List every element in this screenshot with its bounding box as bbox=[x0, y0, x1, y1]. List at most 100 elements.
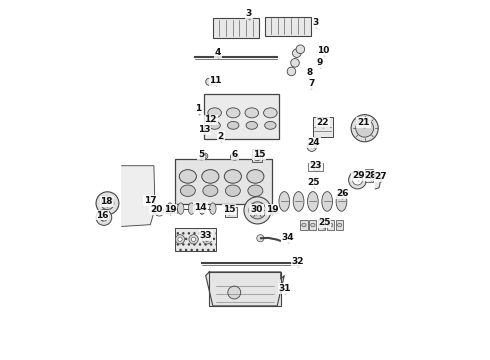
Circle shape bbox=[293, 49, 301, 58]
Ellipse shape bbox=[254, 154, 260, 161]
Text: 15: 15 bbox=[222, 205, 235, 214]
Text: 14: 14 bbox=[195, 203, 207, 212]
Bar bbox=[300, 220, 308, 230]
Ellipse shape bbox=[167, 203, 173, 214]
Bar bbox=[365, 178, 372, 182]
Ellipse shape bbox=[208, 108, 221, 118]
Text: 11: 11 bbox=[209, 76, 222, 85]
Text: 17: 17 bbox=[144, 196, 157, 205]
Text: 25: 25 bbox=[318, 219, 331, 228]
Ellipse shape bbox=[177, 203, 184, 214]
Circle shape bbox=[348, 171, 367, 189]
Bar bbox=[270, 208, 272, 213]
Ellipse shape bbox=[308, 192, 318, 211]
Bar bbox=[209, 272, 281, 306]
Ellipse shape bbox=[247, 170, 264, 183]
Text: 22: 22 bbox=[317, 118, 329, 127]
Polygon shape bbox=[122, 166, 155, 226]
Circle shape bbox=[178, 237, 182, 242]
Ellipse shape bbox=[311, 223, 315, 227]
Text: 25: 25 bbox=[308, 177, 320, 186]
Ellipse shape bbox=[203, 185, 218, 197]
Bar bbox=[309, 220, 317, 230]
Circle shape bbox=[307, 142, 317, 152]
Bar bbox=[319, 163, 323, 171]
Text: 8: 8 bbox=[306, 68, 313, 77]
Ellipse shape bbox=[180, 185, 196, 197]
Text: 30: 30 bbox=[250, 205, 263, 214]
Circle shape bbox=[96, 210, 112, 225]
Bar bbox=[175, 159, 272, 204]
Ellipse shape bbox=[319, 223, 324, 227]
Polygon shape bbox=[206, 272, 284, 306]
Ellipse shape bbox=[338, 223, 342, 227]
Circle shape bbox=[352, 175, 363, 185]
Text: 10: 10 bbox=[318, 46, 330, 55]
Bar bbox=[252, 149, 262, 162]
Ellipse shape bbox=[245, 108, 259, 118]
Circle shape bbox=[296, 45, 305, 54]
Ellipse shape bbox=[329, 223, 333, 227]
Ellipse shape bbox=[336, 192, 347, 211]
Circle shape bbox=[291, 59, 299, 67]
Text: 7: 7 bbox=[308, 79, 314, 88]
Circle shape bbox=[254, 207, 261, 214]
Circle shape bbox=[100, 214, 107, 221]
Ellipse shape bbox=[210, 203, 216, 214]
Circle shape bbox=[257, 235, 264, 242]
Text: 34: 34 bbox=[282, 233, 294, 242]
Circle shape bbox=[155, 207, 164, 216]
Circle shape bbox=[205, 237, 209, 242]
Circle shape bbox=[101, 197, 114, 210]
Bar bbox=[365, 169, 372, 172]
Ellipse shape bbox=[265, 121, 276, 129]
Circle shape bbox=[351, 114, 378, 142]
Bar bbox=[173, 208, 177, 213]
Circle shape bbox=[356, 119, 373, 137]
Ellipse shape bbox=[226, 108, 240, 118]
Text: 24: 24 bbox=[307, 138, 320, 147]
Ellipse shape bbox=[200, 153, 208, 159]
Text: 19: 19 bbox=[266, 205, 278, 214]
Ellipse shape bbox=[230, 154, 238, 160]
Bar bbox=[213, 18, 259, 38]
Text: 27: 27 bbox=[374, 172, 387, 181]
Ellipse shape bbox=[199, 203, 205, 214]
Bar bbox=[314, 163, 318, 171]
Ellipse shape bbox=[293, 192, 304, 211]
Bar bbox=[308, 163, 313, 171]
Ellipse shape bbox=[225, 185, 241, 197]
Bar bbox=[204, 94, 279, 139]
Circle shape bbox=[189, 235, 198, 244]
Ellipse shape bbox=[302, 223, 306, 227]
Text: 1: 1 bbox=[196, 104, 202, 113]
Polygon shape bbox=[375, 174, 381, 189]
Bar bbox=[265, 17, 311, 36]
Bar bbox=[175, 228, 217, 251]
Text: 13: 13 bbox=[198, 125, 211, 134]
Text: 20: 20 bbox=[150, 205, 163, 214]
Text: 5: 5 bbox=[198, 150, 204, 159]
Circle shape bbox=[96, 192, 119, 215]
Text: 2: 2 bbox=[218, 132, 224, 141]
Bar bbox=[273, 208, 277, 213]
Text: 23: 23 bbox=[310, 161, 322, 170]
Ellipse shape bbox=[202, 170, 219, 183]
Ellipse shape bbox=[227, 121, 239, 129]
Bar bbox=[265, 208, 268, 213]
Bar bbox=[225, 207, 237, 217]
Circle shape bbox=[244, 197, 271, 224]
Ellipse shape bbox=[248, 185, 263, 197]
Circle shape bbox=[287, 67, 296, 76]
Text: 29: 29 bbox=[352, 171, 365, 180]
Ellipse shape bbox=[202, 154, 206, 158]
Text: 18: 18 bbox=[100, 197, 113, 206]
Bar bbox=[327, 220, 334, 230]
Ellipse shape bbox=[188, 203, 195, 214]
Ellipse shape bbox=[322, 192, 333, 211]
Ellipse shape bbox=[264, 108, 277, 118]
Bar bbox=[169, 208, 172, 213]
Text: 21: 21 bbox=[357, 118, 370, 127]
Text: 3: 3 bbox=[313, 18, 319, 27]
Text: 26: 26 bbox=[336, 189, 348, 198]
